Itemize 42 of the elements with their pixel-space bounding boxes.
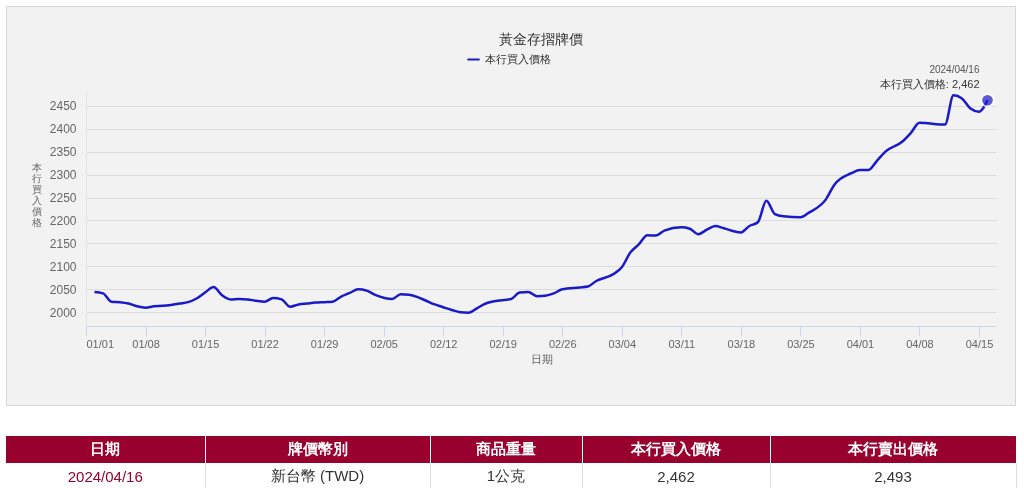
x-tick-label: 02/05 <box>370 337 398 350</box>
x-axis-title: 日期 <box>530 352 553 365</box>
y-tick-label: 2250 <box>49 191 77 206</box>
text: 1公克 <box>430 463 582 488</box>
text: 商品重量 <box>430 436 582 463</box>
chart-title: 黃金存摺牌價 <box>499 31 583 47</box>
y-tick-label: 2350 <box>49 145 77 160</box>
x-tick-label: 03/04 <box>608 337 637 350</box>
x-tick-label: 02/26 <box>549 337 577 350</box>
text: 新台幣 (TWD) <box>205 463 430 488</box>
y-tick-label: 2150 <box>49 236 77 251</box>
y-tick-label: 2200 <box>49 213 77 228</box>
text: 2,493 <box>770 463 1016 488</box>
x-tick-label: 04/08 <box>906 337 934 350</box>
legend-label: 本行買入價格 <box>485 52 551 65</box>
x-tick-label: 03/18 <box>727 337 756 350</box>
annotation: 2024/04/16 <box>929 64 980 76</box>
y-tick-label: 2300 <box>49 168 77 183</box>
y-tick-label: 2050 <box>49 282 77 297</box>
x-tick-label: 02/12 <box>429 337 458 350</box>
y-tick-label: 2000 <box>49 305 77 320</box>
text: 2,462 <box>582 463 770 488</box>
x-tick-label: 03/25 <box>787 337 815 350</box>
text: 2024/04/16 <box>6 463 205 488</box>
x-tick-label: 04/01 <box>846 337 875 350</box>
text: 本行買入價格 <box>582 436 770 463</box>
x-tick-label: 02/19 <box>489 337 517 350</box>
x-tick-label: 01/29 <box>310 337 339 350</box>
x-tick-label: 03/11 <box>668 337 696 350</box>
x-tick-label: 01/01 <box>86 337 115 350</box>
annotation: 本行買入價格: 2,462 <box>879 78 980 91</box>
x-tick-label: 01/08 <box>132 337 160 350</box>
text: 牌價幣別 <box>205 436 430 463</box>
y-axis-title: 本行買入價格 <box>30 161 42 228</box>
x-tick-label: 01/22 <box>251 337 279 350</box>
y-tick-label: 2400 <box>49 122 77 137</box>
text: 本行賣出價格 <box>770 436 1016 463</box>
y-tick-label: 2450 <box>49 99 77 114</box>
x-tick-label: 01/15 <box>191 337 220 350</box>
x-tick-label: 04/15 <box>965 337 994 350</box>
text: 日期 <box>6 436 205 463</box>
y-tick-label: 2100 <box>49 259 77 274</box>
